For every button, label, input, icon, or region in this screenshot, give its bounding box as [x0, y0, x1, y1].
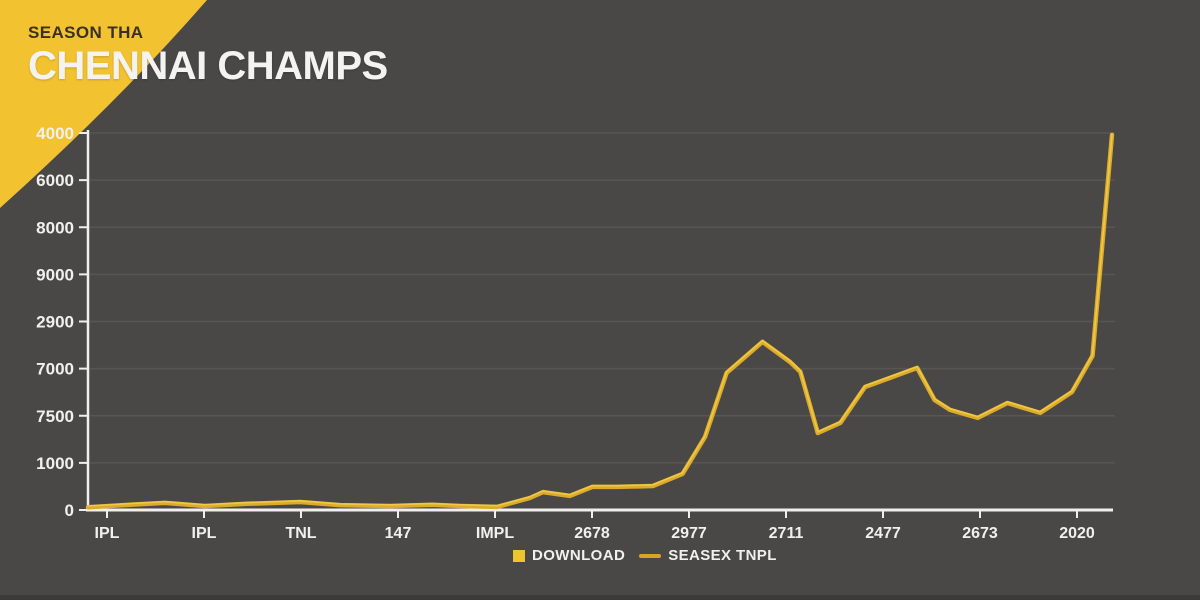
y-tick-label: 6000 — [36, 171, 74, 190]
data-line — [85, 132, 1115, 510]
x-tick-label: 2711 — [769, 525, 804, 542]
x-tick-label: 2678 — [574, 525, 610, 542]
yellow-corner-swoosh — [0, 0, 207, 208]
legend-square-swatch-icon — [513, 549, 525, 562]
season-kicker: SEASON THA — [28, 23, 144, 42]
chart-legend: DOWNLOAD SEASEX TNPL — [513, 547, 777, 564]
y-tick-label: 9000 — [36, 265, 74, 284]
x-tick-label: 2477 — [865, 525, 901, 542]
y-tick-label: 8000 — [36, 218, 74, 237]
x-tick-label: IPL — [95, 525, 120, 542]
x-tick-label: 147 — [385, 525, 412, 542]
y-tick-label: 7500 — [36, 407, 74, 426]
x-tick-label: 2020 — [1059, 525, 1095, 542]
y-tick-label: 7000 — [36, 360, 74, 379]
x-tick-label: IMPL — [476, 525, 514, 542]
y-tick-label: 2900 — [36, 313, 74, 332]
legend-label: DOWNLOAD — [532, 547, 626, 564]
legend-item-seasex-tnpl: SEASEX TNPL — [639, 547, 777, 564]
x-axis-labels: IPL IPL TNL 147 IMPL 2678 2977 2711 2477 2673 2020 — [95, 525, 1095, 542]
series-line — [85, 132, 1115, 510]
y-tick-label: 4000 — [36, 124, 74, 143]
x-tick-label: 2977 — [671, 525, 707, 542]
y-axis-labels: 0 1000 7500 7000 2900 9000 8000 6000 4000 — [36, 124, 74, 520]
page-title: CHENNAI CHAMPS — [28, 43, 388, 88]
legend-label: SEASEX TNPL — [668, 547, 777, 564]
x-tick-label: TNL — [285, 525, 316, 542]
y-tick-label: 1000 — [36, 454, 74, 473]
y-tick-label: 0 — [65, 501, 74, 520]
bottom-edge-strip — [0, 595, 1200, 600]
x-tick-label: 2673 — [962, 525, 998, 542]
x-tick-label: IPL — [192, 525, 217, 542]
y-axis-ticks — [79, 132, 88, 511]
legend-item-download: DOWNLOAD — [513, 547, 625, 564]
gridlines — [90, 132, 1115, 464]
legend-line-swatch-icon — [639, 553, 662, 558]
data-line-highlight — [87, 132, 1113, 507]
header: SEASON THA CHENNAI CHAMPS — [28, 23, 388, 88]
